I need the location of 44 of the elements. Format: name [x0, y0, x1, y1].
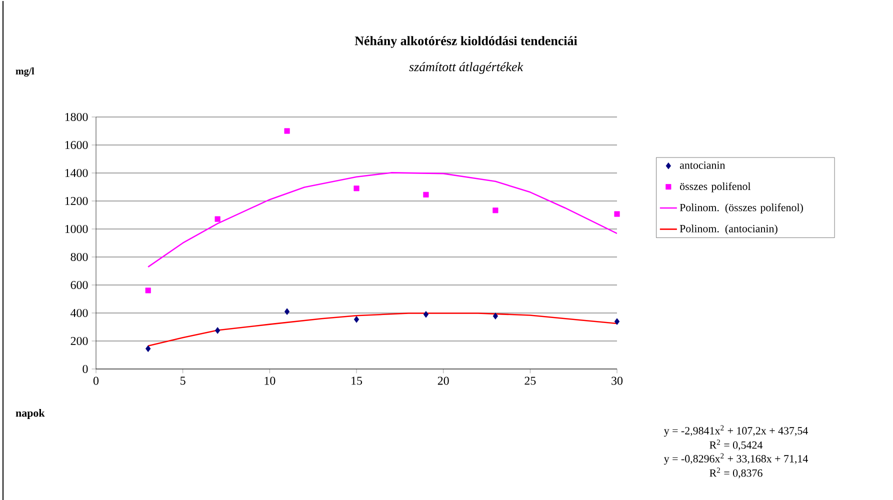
x-tick-label: 5 — [180, 376, 186, 385]
y-tick-label: 1600 — [65, 140, 88, 150]
x-tick-label: 0 — [93, 376, 99, 385]
x-axis-title: napok — [16, 409, 45, 419]
point — [284, 128, 290, 134]
y-tick-label: 1400 — [65, 168, 88, 178]
text: y = -0,8296x$^{2}$ + 33,168x + 71,14 — [664, 453, 808, 465]
text: R$^{2}$ = 0,5424 — [710, 440, 763, 450]
point — [214, 327, 220, 334]
chart-subtitle: számított átlagértékek — [409, 62, 524, 74]
x-tick-label: 30 — [612, 376, 623, 385]
x-tick-label: 15 — [352, 376, 362, 385]
point — [146, 345, 151, 352]
point — [492, 312, 498, 320]
y-tick-label: 1200 — [65, 196, 88, 206]
legend-label: antocianin — [680, 162, 726, 169]
y-axis-title: mg/l — [16, 67, 34, 77]
x-tick-label: 10 — [264, 376, 276, 385]
x-tick-label: 25 — [524, 376, 536, 385]
point — [423, 192, 429, 198]
chart-title: Néhány alkotórész kioldódási tendenciái — [354, 36, 578, 48]
y-tick-label: 200 — [70, 336, 88, 346]
y-tick-label: 1000 — [65, 224, 88, 234]
point — [614, 211, 620, 217]
point — [284, 308, 290, 315]
point — [492, 208, 498, 214]
point — [354, 186, 360, 192]
y-tick-label: 0 — [82, 364, 88, 374]
y-tick-label: 1800 — [65, 112, 88, 122]
legend-label: Polinom. (összes polifenol) — [680, 203, 803, 214]
text: R$^{2}$ = 0,8376 — [710, 468, 762, 478]
legend-label: összes polifenol — [680, 182, 751, 192]
y-tick-label: 800 — [70, 252, 88, 262]
point — [423, 311, 429, 318]
text: y = -2,9841x$^{2}$ + 107,2x + 437,54 — [664, 425, 808, 437]
y-tick-label: 600 — [70, 280, 88, 290]
legend-label: Polinom. (antocianin) — [680, 224, 778, 235]
y-tick-label: 400 — [70, 308, 88, 318]
point — [614, 318, 620, 325]
point — [214, 216, 220, 222]
point — [354, 316, 360, 323]
line-series — [147, 172, 618, 268]
point — [145, 288, 151, 294]
x-tick-label: 20 — [438, 376, 449, 385]
